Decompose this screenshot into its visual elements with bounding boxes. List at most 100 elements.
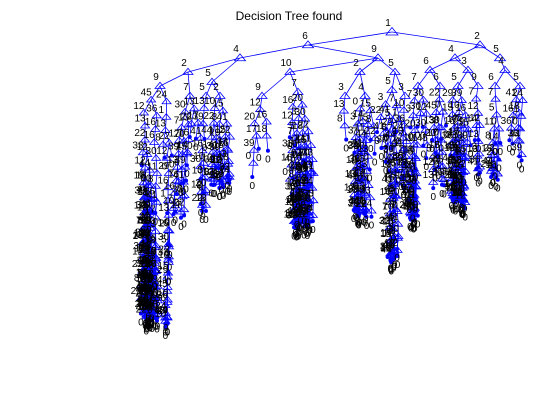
leaf-node-marker	[443, 123, 448, 128]
leaf-label: 0	[154, 305, 160, 316]
node-label: 24	[294, 134, 306, 145]
node-label: 22	[298, 120, 310, 131]
tree-edge	[239, 44, 309, 59]
node-label: 12	[384, 238, 396, 249]
split-node-marker	[209, 174, 220, 182]
leaf-label: 0	[490, 178, 496, 189]
leaf-label: 0	[453, 207, 459, 218]
split-node-marker	[450, 135, 461, 143]
leaf-node-marker	[173, 209, 178, 214]
node-label: 16	[380, 187, 392, 198]
node-label: 29	[430, 154, 442, 165]
split-node-marker	[459, 198, 471, 206]
node-label: 8	[485, 156, 491, 167]
node-label: 7	[138, 301, 144, 312]
leaf-label: 0	[454, 199, 460, 210]
node-label: 22	[140, 244, 152, 255]
split-node-marker	[435, 135, 447, 143]
leaf-label: 0	[439, 189, 445, 200]
node-label: 0	[145, 284, 151, 295]
node-label: 30	[295, 107, 307, 118]
node-label: 5	[406, 196, 412, 207]
node-label: 29	[386, 197, 398, 208]
split-node-marker	[251, 131, 262, 139]
node-label: 20	[298, 147, 310, 158]
split-node-marker	[175, 207, 187, 215]
leaf-label: 0	[354, 213, 360, 224]
leaf-label: 0	[193, 143, 199, 154]
node-label: 20	[383, 242, 395, 253]
leaf-label: 0	[217, 192, 223, 203]
split-node-marker	[410, 197, 422, 205]
split-node-marker	[214, 91, 226, 99]
leaf-label: 0	[294, 229, 300, 240]
node-label: 0	[454, 184, 460, 195]
node-label: 33	[282, 138, 294, 149]
node-label: 41	[290, 190, 302, 201]
node-label: 13	[134, 228, 146, 239]
node-label: 33	[141, 298, 153, 309]
leaf-node-marker	[496, 157, 501, 162]
split-node-marker	[299, 212, 311, 220]
leaf-label: 0	[364, 221, 370, 232]
leaf-label: 0	[200, 197, 206, 208]
node-label: 14	[287, 163, 299, 174]
leaf-label: 0	[355, 220, 361, 231]
node-label: 44	[139, 229, 151, 240]
leaf-node-marker	[519, 158, 524, 163]
split-node-marker	[143, 278, 155, 286]
split-node-marker	[305, 141, 317, 149]
node-label: 12	[132, 246, 144, 257]
split-node-marker	[183, 135, 194, 143]
split-node-marker	[161, 286, 173, 294]
node-label: 39	[348, 184, 360, 195]
leaf-node-marker	[296, 187, 301, 192]
node-label: 13	[178, 113, 190, 124]
node-label: 44	[442, 153, 454, 164]
leaf-label: 0	[304, 217, 310, 228]
node-label: 7	[389, 93, 395, 104]
node-label: 5	[451, 72, 457, 83]
split-node-marker	[368, 122, 379, 129]
split-node-marker	[162, 272, 173, 280]
node-label: 33	[356, 159, 368, 170]
node-label: 13	[423, 170, 435, 181]
node-label: 16	[450, 155, 462, 166]
split-node-marker	[152, 294, 163, 301]
tree-edge	[211, 57, 241, 83]
node-label: 24	[295, 161, 307, 172]
leaf-label: 0	[461, 210, 467, 221]
split-node-marker	[401, 137, 412, 144]
node-label: 10	[290, 163, 302, 174]
node-label: 3	[405, 103, 411, 114]
node-label: 3	[445, 181, 451, 192]
leaf-label: 0	[392, 201, 398, 212]
split-node-marker	[360, 191, 372, 199]
leaf-label: 0	[166, 277, 172, 288]
split-node-marker	[303, 127, 314, 135]
node-label: 30	[174, 100, 186, 111]
node-label: 41	[173, 170, 185, 181]
node-label: 7	[139, 229, 145, 240]
node-label: 12	[210, 155, 222, 166]
leaf-label: 0	[152, 282, 158, 293]
node-label: 0	[141, 256, 147, 267]
leaf-label: 0	[510, 148, 516, 159]
leaf-label: 0	[388, 263, 394, 274]
node-label: 33	[144, 251, 156, 262]
leaf-node-marker	[220, 183, 225, 188]
leaf-node-marker	[507, 138, 512, 143]
split-node-marker	[172, 162, 183, 170]
tree-edge	[289, 71, 299, 93]
leaf-label: 0	[432, 174, 438, 185]
leaf-label: 0	[227, 187, 233, 198]
node-label: 29	[139, 274, 151, 285]
leaf-label: 0	[198, 208, 204, 219]
node-label: 15	[138, 200, 150, 211]
node-label: 1	[303, 161, 309, 172]
node-label: 15	[145, 233, 157, 244]
leaf-label: 0	[250, 181, 256, 192]
node-label: 16	[140, 286, 152, 297]
tree-edge	[203, 95, 207, 109]
leaf-label: 0	[369, 221, 375, 232]
